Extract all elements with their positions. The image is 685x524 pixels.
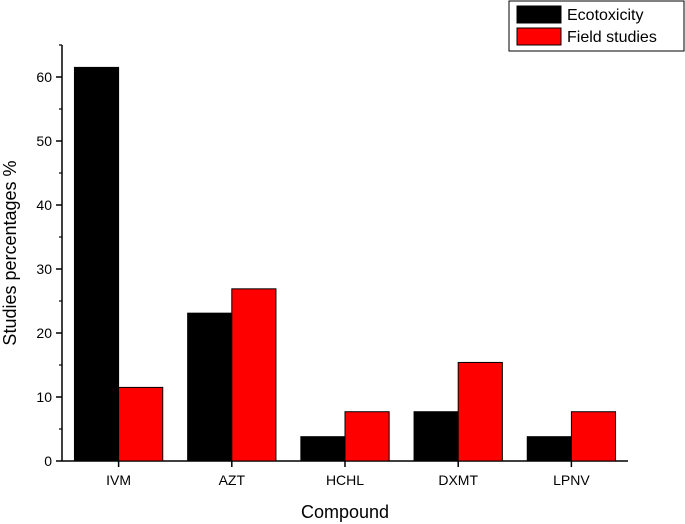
y-tick-label: 30 — [36, 261, 52, 277]
bar-ivm-ecotoxicity — [73, 66, 120, 462]
x-tick-label: HCHL — [326, 472, 364, 488]
bar-dxmt-ecotoxicity — [413, 411, 459, 462]
bar-lpnv-field-studies — [570, 411, 617, 462]
bar-dxmt-field-studies — [457, 361, 503, 462]
x-tick-label: DXMT — [438, 472, 478, 488]
legend-swatch — [516, 5, 562, 24]
x-tick-label: AZT — [219, 472, 246, 488]
y-tick-label: 20 — [36, 325, 52, 341]
y-tick-label: 10 — [36, 389, 52, 405]
bar-ivm-field-studies — [118, 386, 164, 462]
y-axis-title: Studies percentages % — [0, 160, 20, 345]
y-tick-label: 0 — [44, 453, 52, 469]
bar-azt-ecotoxicity — [187, 312, 233, 462]
y-tick-label: 50 — [36, 133, 52, 149]
x-tick-label: LPNV — [553, 472, 590, 488]
legend-label: Ecotoxicity — [567, 7, 643, 24]
x-tick-label: IVM — [106, 472, 131, 488]
y-tick-label: 40 — [36, 197, 52, 213]
legend-swatch — [516, 27, 562, 46]
bar-hchl-ecotoxicity — [300, 436, 346, 462]
bar-lpnv-ecotoxicity — [526, 436, 572, 462]
bar-hchl-field-studies — [344, 411, 390, 462]
y-ticks: 0 10 20 30 40 50 60 — [36, 44, 62, 469]
legend: Ecotoxicity Field studies — [508, 0, 685, 52]
legend-label: Field studies — [567, 29, 657, 46]
bar-azt-field-studies — [231, 288, 277, 462]
x-ticks: IVM AZT HCHL DXMT LPNV — [106, 461, 590, 488]
y-tick-label: 60 — [36, 69, 52, 85]
bars — [73, 66, 617, 462]
x-axis-title: Compound — [301, 502, 389, 522]
